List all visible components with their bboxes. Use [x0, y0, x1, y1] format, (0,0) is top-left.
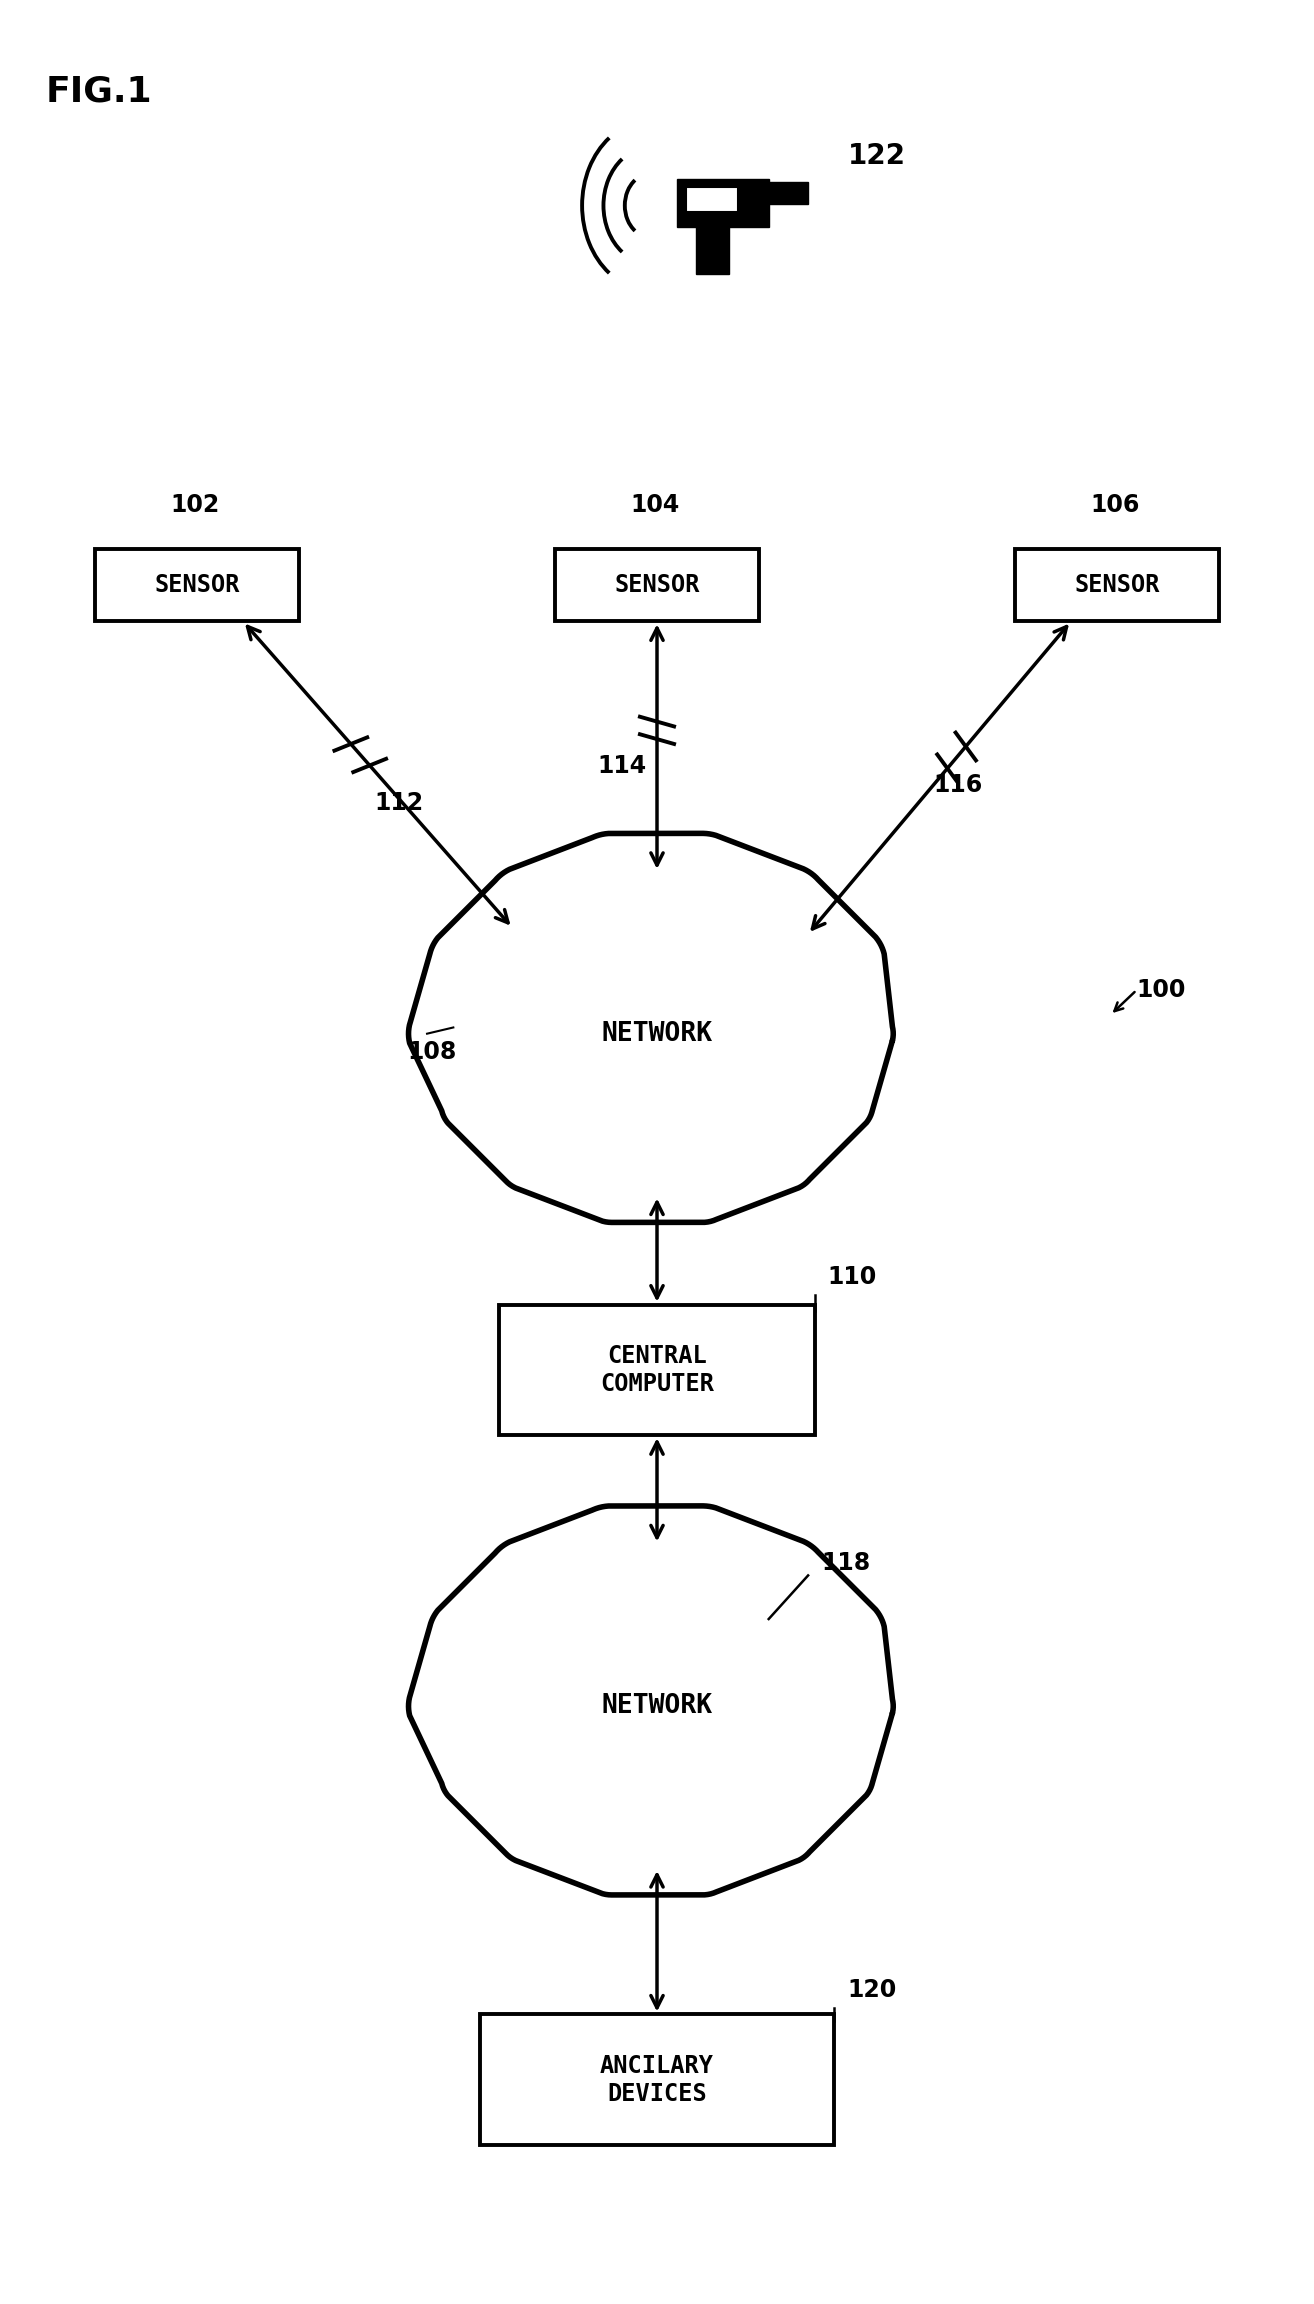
- Text: 110: 110: [828, 1265, 876, 1288]
- Text: 108: 108: [407, 1041, 457, 1064]
- Text: 116: 116: [933, 772, 982, 797]
- FancyBboxPatch shape: [1014, 548, 1219, 622]
- Text: 122: 122: [848, 141, 905, 170]
- Text: 106: 106: [1091, 493, 1141, 516]
- Text: 120: 120: [848, 1979, 896, 2002]
- Text: CENTRAL
COMPUTER: CENTRAL COMPUTER: [600, 1343, 714, 1396]
- Text: FIG.1: FIG.1: [46, 74, 152, 108]
- Text: 104: 104: [631, 493, 679, 516]
- Text: 102: 102: [171, 493, 219, 516]
- FancyBboxPatch shape: [686, 187, 738, 212]
- Text: SENSOR: SENSOR: [154, 574, 240, 597]
- FancyBboxPatch shape: [499, 1304, 815, 1435]
- Text: SENSOR: SENSOR: [614, 574, 700, 597]
- FancyBboxPatch shape: [769, 182, 808, 205]
- Text: 118: 118: [821, 1551, 870, 1576]
- Text: 114: 114: [598, 753, 646, 779]
- FancyBboxPatch shape: [677, 180, 769, 226]
- FancyBboxPatch shape: [480, 2014, 834, 2145]
- Polygon shape: [409, 1507, 894, 1894]
- Text: ANCILARY
DEVICES: ANCILARY DEVICES: [600, 2053, 714, 2106]
- FancyBboxPatch shape: [95, 548, 298, 622]
- Text: NETWORK: NETWORK: [602, 1021, 712, 1046]
- Text: SENSOR: SENSOR: [1074, 574, 1160, 597]
- Text: 112: 112: [374, 790, 423, 816]
- FancyBboxPatch shape: [696, 223, 729, 274]
- Text: NETWORK: NETWORK: [602, 1693, 712, 1719]
- Text: 100: 100: [1137, 979, 1187, 1002]
- FancyBboxPatch shape: [555, 548, 758, 622]
- Polygon shape: [409, 834, 894, 1223]
